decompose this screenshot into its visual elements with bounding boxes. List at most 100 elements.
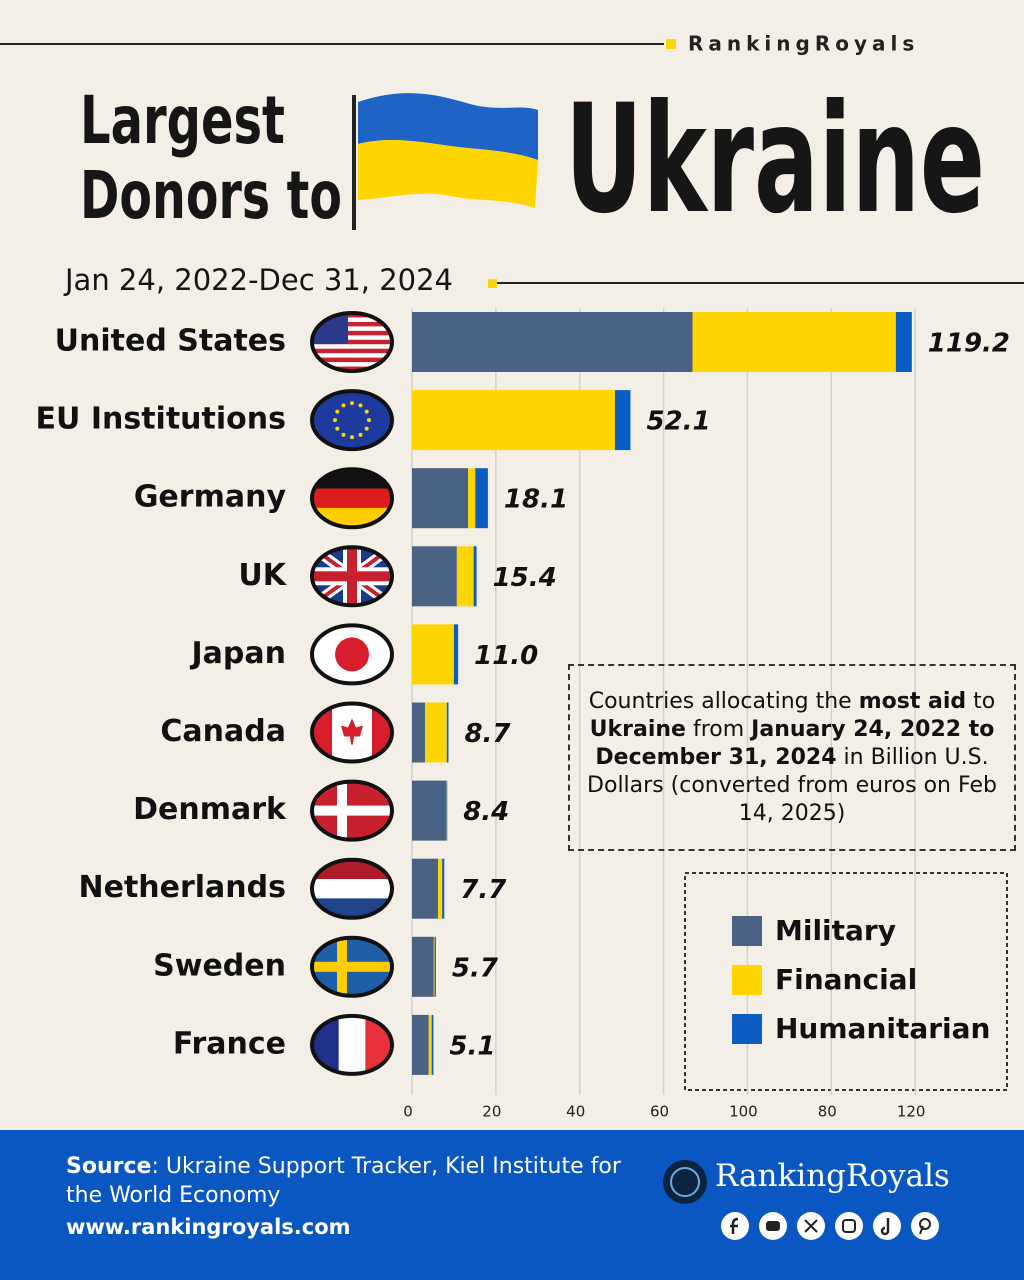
flag-part bbox=[364, 409, 369, 414]
bar-segment bbox=[456, 546, 474, 607]
header-dot bbox=[666, 39, 676, 49]
flag-part bbox=[352, 703, 373, 762]
legend-swatch bbox=[732, 1014, 762, 1044]
bar-segment bbox=[412, 1014, 429, 1075]
bar-segment bbox=[412, 780, 446, 841]
flag bbox=[310, 623, 394, 686]
bar-segment bbox=[446, 780, 448, 841]
logo bbox=[663, 1160, 707, 1204]
bar-segment bbox=[434, 936, 436, 997]
logo-ring bbox=[670, 1167, 700, 1197]
flag bbox=[310, 701, 394, 764]
flag-part bbox=[341, 403, 346, 408]
flag-part bbox=[312, 961, 392, 972]
category-label: Japan bbox=[190, 636, 286, 671]
flag-part bbox=[312, 348, 392, 354]
bar-segment bbox=[446, 702, 449, 763]
flag bbox=[310, 857, 394, 920]
legend-swatch bbox=[732, 965, 762, 995]
bar-segment bbox=[895, 312, 912, 372]
value-label: 15.4 bbox=[493, 563, 557, 593]
annotation-part: from bbox=[685, 716, 752, 742]
bar-segment bbox=[412, 390, 615, 451]
flag-part bbox=[312, 313, 392, 318]
bar-segment bbox=[412, 312, 693, 372]
subtitle: Jan 24, 2022-Dec 31, 2024 bbox=[63, 263, 453, 297]
annotation-text: Countries allocating the most aid to Ukr… bbox=[578, 688, 1006, 828]
bar-segment bbox=[442, 858, 445, 919]
flag-border bbox=[310, 779, 394, 842]
social-icons bbox=[721, 1212, 939, 1240]
flag-body bbox=[312, 313, 392, 371]
value-label: 119.2 bbox=[928, 329, 1010, 359]
flag-part bbox=[312, 366, 392, 371]
flag bbox=[310, 467, 394, 530]
title-line: Donors to bbox=[80, 157, 342, 234]
bar-segment bbox=[412, 702, 425, 763]
value-label: 18.1 bbox=[504, 485, 568, 515]
value-label: 5.7 bbox=[452, 953, 499, 983]
flag-part bbox=[312, 805, 392, 816]
legend-box bbox=[684, 872, 1008, 1091]
flag-part bbox=[337, 937, 347, 996]
ukraine-flag bbox=[352, 93, 538, 230]
value-label: 52.1 bbox=[646, 407, 710, 437]
bar-segment bbox=[412, 624, 454, 685]
flag-part bbox=[312, 357, 392, 363]
flag-part bbox=[312, 321, 392, 327]
x-tick-label: 120 bbox=[897, 1103, 926, 1121]
bar-segment bbox=[424, 702, 447, 763]
flag-part bbox=[312, 344, 392, 349]
brand: RankingRoyals bbox=[688, 32, 919, 56]
bar-segment bbox=[473, 546, 477, 607]
flag-part bbox=[358, 403, 363, 408]
chart: RankingRoyals Largest Donors to Ukraine … bbox=[0, 32, 1024, 1121]
flag-part bbox=[335, 409, 340, 414]
flag-part bbox=[312, 326, 392, 332]
bar-segment bbox=[412, 936, 434, 997]
value-label: 8.4 bbox=[463, 797, 509, 827]
value-label: 11.0 bbox=[474, 641, 538, 671]
flag-part bbox=[312, 339, 392, 345]
flag-border bbox=[310, 1013, 394, 1076]
url: www.rankingroyals.com bbox=[66, 1215, 351, 1239]
bar-segment bbox=[433, 936, 435, 997]
flag-part bbox=[312, 330, 392, 336]
legend-swatch bbox=[732, 916, 762, 946]
flag-part bbox=[312, 317, 392, 323]
bar-segment bbox=[428, 1014, 432, 1075]
source: Source: Ukraine Support Tracker, Kiel In… bbox=[66, 1152, 656, 1210]
flag-border bbox=[310, 311, 394, 373]
x-tick-label: 80 bbox=[818, 1103, 837, 1121]
category-label: UK bbox=[238, 558, 287, 593]
flag-part bbox=[333, 418, 337, 423]
footer-brand: RankingRoyals bbox=[715, 1158, 950, 1194]
flag-border bbox=[310, 545, 394, 608]
bar-segment bbox=[475, 468, 488, 529]
category-label: Sweden bbox=[153, 948, 286, 983]
flag bbox=[310, 311, 394, 373]
x-tick-label: 20 bbox=[482, 1103, 501, 1121]
flag-part bbox=[364, 426, 369, 431]
bar-segment bbox=[431, 1014, 434, 1075]
annotation-part: most aid bbox=[858, 688, 967, 714]
category-label: Germany bbox=[134, 480, 287, 515]
category-label: Canada bbox=[160, 714, 286, 749]
flag-border bbox=[310, 389, 394, 452]
value-label: 7.7 bbox=[460, 875, 507, 905]
flag-part bbox=[312, 362, 392, 367]
flag-part bbox=[350, 435, 354, 440]
bar-segment bbox=[437, 858, 443, 919]
flag-part bbox=[312, 879, 392, 899]
footer-icons bbox=[663, 1160, 939, 1240]
legend-label: Humanitarian bbox=[775, 1012, 990, 1045]
bar-segment bbox=[412, 546, 457, 607]
flag bbox=[310, 545, 394, 608]
bar-segment bbox=[412, 858, 438, 919]
flag-part bbox=[312, 335, 392, 341]
annotation-part: Countries allocating the bbox=[588, 688, 859, 714]
flag-part bbox=[337, 781, 347, 840]
flag bbox=[310, 935, 394, 998]
annotation-part: to bbox=[966, 688, 996, 714]
flag-part bbox=[338, 1015, 366, 1074]
